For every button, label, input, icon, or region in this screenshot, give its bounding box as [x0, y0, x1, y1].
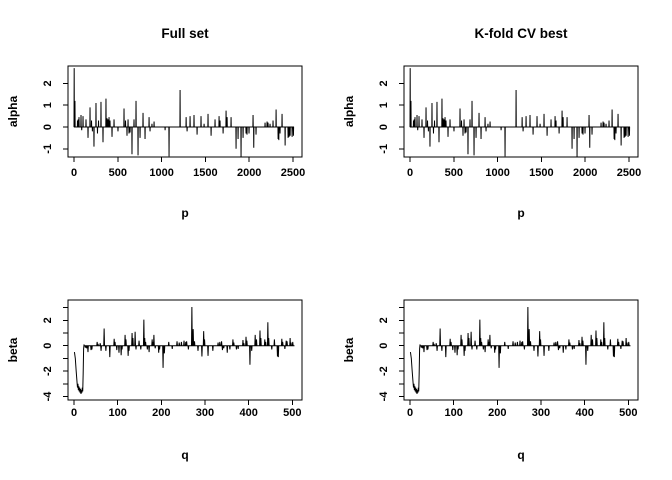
x-tick-label: 2000: [573, 167, 597, 179]
y-tick-label: -2: [378, 366, 390, 376]
data-line-alpha: [409, 68, 631, 158]
panel-top-left: 0 500 1000 1500 2000 2500 -1 0 1 2 Full set p alpha: [6, 26, 305, 220]
chart-title: K-fold CV best: [475, 26, 569, 41]
y-tick-label: 0: [42, 124, 54, 130]
x-tick-label: 200: [152, 407, 170, 419]
data-line-alpha: [73, 68, 295, 158]
data-line-beta: [409, 306, 631, 395]
y-axis-label: alpha: [6, 96, 20, 128]
chart-title: Full set: [161, 26, 209, 41]
x-tick-label: 300: [196, 407, 214, 419]
y-tick-label: 0: [42, 343, 54, 349]
x-tick-label: 500: [619, 407, 637, 419]
x-tick-label: 100: [444, 407, 462, 419]
y-tick-label: -1: [42, 144, 54, 154]
panel-top-right: 0 500 1000 1500 2000 2500 -1 0 1 2 K-fold CV best p…: [342, 26, 641, 220]
x-tick-label: 500: [109, 167, 127, 179]
x-tick-label: 200: [488, 407, 506, 419]
x-tick-label: 400: [239, 407, 257, 419]
plot-box: [67, 299, 303, 401]
y-tick-label: 0: [378, 124, 390, 130]
y-axis-label: alpha: [342, 96, 356, 128]
x-tick-label: 2500: [281, 167, 305, 179]
y-tick-label: -4: [378, 391, 390, 402]
x-tick-label: 0: [71, 167, 77, 179]
x-axis-label: q: [517, 448, 524, 462]
x-tick-label: 1500: [193, 167, 217, 179]
x-tick-label: 500: [445, 167, 463, 179]
y-tick-label: 2: [42, 80, 54, 86]
y-tick-label: 0: [378, 343, 390, 349]
y-axis-label: beta: [342, 337, 356, 362]
y-tick-label: -4: [42, 391, 54, 402]
x-tick-label: 0: [407, 167, 413, 179]
x-axis-label: q: [181, 448, 188, 462]
panel-bottom-right: 0 100 200 300 400 500 -4 -2 0 2 q beta: [342, 299, 639, 462]
plot-box: [403, 65, 639, 158]
y-tick-label: -1: [378, 144, 390, 154]
x-tick-label: 1500: [529, 167, 553, 179]
x-tick-label: 0: [407, 407, 413, 419]
x-tick-label: 2000: [237, 167, 261, 179]
y-tick-label: 2: [378, 317, 390, 323]
x-tick-label: 100: [108, 407, 126, 419]
y-tick-label: 1: [378, 102, 390, 108]
y-tick-label: -2: [42, 366, 54, 376]
x-tick-label: 0: [71, 407, 77, 419]
y-axis-label: beta: [6, 337, 20, 362]
y-tick-label: 1: [42, 102, 54, 108]
x-tick-label: 1000: [149, 167, 173, 179]
x-tick-label: 300: [532, 407, 550, 419]
x-axis-label: p: [517, 206, 524, 220]
x-tick-label: 1000: [485, 167, 509, 179]
data-line-beta: [73, 306, 295, 395]
x-tick-label: 2500: [617, 167, 641, 179]
x-axis-label: p: [181, 206, 188, 220]
panel-bottom-left: 0 100 200 300 400 500 -4 -2 0 2 q beta: [6, 299, 303, 462]
y-tick-label: 2: [378, 80, 390, 86]
y-tick-label: 2: [42, 317, 54, 323]
plot-box: [403, 299, 639, 401]
x-tick-label: 500: [283, 407, 301, 419]
plot-box: [67, 65, 303, 158]
x-tick-label: 400: [575, 407, 593, 419]
